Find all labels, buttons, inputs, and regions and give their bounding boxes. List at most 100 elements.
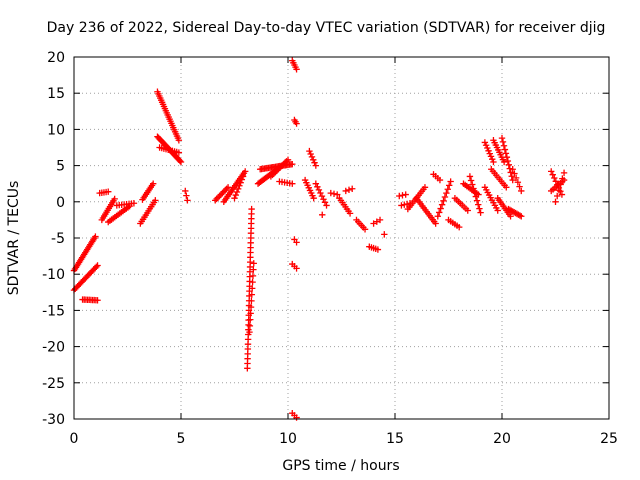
data-point (247, 310, 254, 317)
x-tick-label: 0 (70, 431, 79, 447)
data-point (248, 205, 255, 213)
data-point (466, 173, 474, 180)
data-point (249, 285, 256, 292)
data-point (470, 185, 477, 192)
data-point (111, 195, 118, 203)
data-point (467, 177, 475, 184)
data-point (315, 186, 323, 194)
data-point (334, 191, 341, 198)
data-point (321, 199, 329, 206)
data-point (242, 168, 249, 175)
data-point (250, 266, 257, 273)
x-tick-label: 5 (177, 431, 186, 447)
data-point (94, 297, 101, 304)
data-point (500, 142, 508, 149)
data-point (224, 184, 232, 191)
x-tick-label: 20 (493, 431, 511, 447)
data-point (249, 278, 256, 286)
data-point (284, 156, 292, 164)
data-point (293, 66, 300, 73)
y-tick-label: -25 (42, 376, 65, 392)
data-point (443, 189, 450, 197)
data-point (238, 176, 246, 183)
data-point (486, 150, 493, 157)
axis-ticks: 0 5 10 15 20 25 -30 -25 -20 -15 -10 -5 0 5 10 15 20 (42, 50, 618, 447)
data-point (219, 189, 226, 197)
data-point (183, 192, 190, 199)
data-point (432, 220, 439, 227)
data-point (212, 197, 219, 204)
data-point (503, 153, 511, 161)
data-point (499, 138, 507, 146)
data-point (289, 180, 296, 187)
data-point (402, 191, 409, 198)
data-point (307, 150, 314, 158)
data-point (436, 209, 443, 216)
data-point (376, 216, 384, 224)
data-point (487, 153, 495, 160)
data-point (175, 137, 183, 144)
data-point (246, 328, 253, 336)
data-point (213, 195, 220, 203)
data-point (149, 180, 157, 187)
data-point (93, 263, 100, 271)
data-point (184, 197, 191, 204)
data-point (239, 173, 247, 180)
y-tick-label: 15 (47, 86, 65, 102)
data-point (554, 192, 561, 200)
data-point (373, 218, 381, 225)
data-point (177, 158, 185, 166)
data-point (293, 120, 300, 127)
data-point (310, 194, 317, 202)
data-point (516, 212, 524, 219)
data-point (516, 183, 523, 190)
data-point (472, 193, 480, 200)
data-point (501, 146, 509, 153)
data-point (509, 176, 516, 184)
data-point (246, 322, 254, 330)
x-axis-label: GPS time / hours (282, 458, 399, 474)
data-point (374, 246, 382, 253)
data-point (346, 210, 354, 217)
data-point (446, 182, 453, 189)
data-point (293, 265, 300, 272)
data-point (421, 184, 429, 191)
data-point (370, 220, 377, 227)
y-tick-label: -30 (42, 412, 65, 428)
chart-title: Day 236 of 2022, Sidereal Day-to-day VTE… (47, 20, 606, 36)
data-point (381, 231, 388, 238)
data-point (289, 160, 296, 168)
data-point (330, 190, 338, 198)
data-point (237, 179, 244, 186)
y-axis-label: SDTVAR / TECUs (6, 181, 22, 296)
y-tick-label: -20 (42, 340, 65, 356)
data-point (494, 207, 501, 214)
data-point (361, 226, 369, 233)
data-point (507, 213, 514, 220)
data-point (293, 414, 300, 421)
data-point (317, 189, 324, 197)
data-point (398, 202, 405, 209)
data-point (318, 192, 326, 200)
data-point (549, 171, 556, 178)
data-point (231, 194, 238, 202)
data-point (490, 158, 497, 166)
data-point (233, 188, 241, 196)
data-point (396, 192, 403, 200)
data-point (552, 178, 560, 185)
data-point (557, 188, 564, 195)
data-point (312, 180, 320, 187)
data-point (444, 186, 451, 193)
data-point (222, 187, 229, 194)
data-point (306, 147, 313, 155)
data-point (342, 187, 349, 195)
data-point (518, 187, 525, 195)
data-point (312, 162, 320, 169)
data-point (436, 176, 444, 184)
data-point (248, 297, 255, 305)
data-point (220, 188, 227, 195)
data-point (518, 213, 525, 220)
data-point (176, 157, 184, 165)
data-point (152, 197, 159, 204)
